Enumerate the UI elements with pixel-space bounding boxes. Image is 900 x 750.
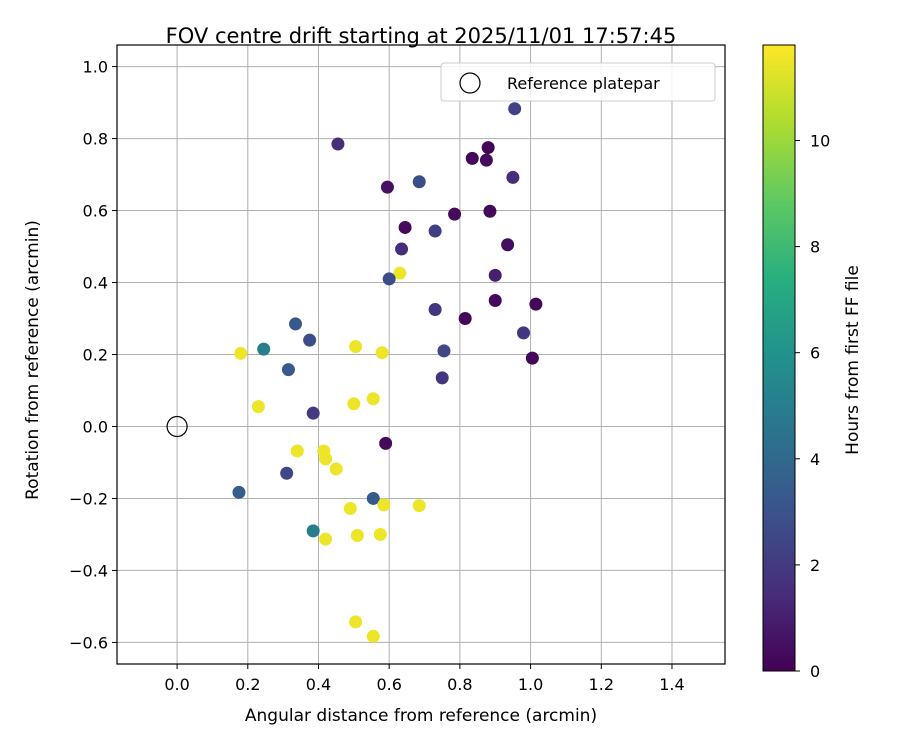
x-tick-label: 1.2 <box>589 675 614 694</box>
data-point <box>506 170 520 184</box>
x-tick-label: 1.0 <box>518 675 543 694</box>
data-point <box>448 207 462 221</box>
data-point <box>428 303 442 317</box>
x-axis-ticks: 0.0 0.2 0.4 0.6 0.8 1.0 1.2 1.4 <box>164 664 685 694</box>
y-tick-label: 0.4 <box>83 274 108 293</box>
data-point <box>350 529 364 543</box>
legend-box <box>440 62 716 102</box>
data-point <box>458 312 472 326</box>
data-point <box>517 326 531 340</box>
x-tick-label: 0.0 <box>164 675 189 694</box>
data-point <box>529 297 543 311</box>
data-point <box>281 363 295 377</box>
data-point <box>483 204 497 218</box>
y-tick-label: 0.2 <box>83 346 108 365</box>
data-point <box>488 294 502 308</box>
data-point <box>319 532 333 546</box>
chart-title: FOV centre drift starting at 2025/11/01 … <box>166 24 677 48</box>
data-point <box>349 615 363 629</box>
colorbar-tick-label: 4 <box>810 450 820 469</box>
colorbar-tick-label: 10 <box>810 131 830 150</box>
data-point <box>488 268 502 282</box>
data-point <box>412 499 426 513</box>
data-point <box>435 371 449 385</box>
colorbar-gradient <box>762 44 796 672</box>
data-point <box>508 102 522 116</box>
y-axis-label: Rotation from reference (arcmin) <box>23 220 43 500</box>
data-point <box>375 346 389 360</box>
data-point <box>437 344 451 358</box>
x-tick-label: 0.8 <box>447 675 472 694</box>
colorbar-label: Hours from first FF file <box>843 265 863 455</box>
data-point <box>366 629 380 643</box>
legend: Reference platepar <box>440 62 716 102</box>
data-point <box>303 333 317 347</box>
data-point <box>412 175 426 189</box>
data-point <box>366 491 380 505</box>
data-point <box>465 151 479 165</box>
data-point <box>331 137 345 151</box>
data-point <box>393 266 407 280</box>
data-point <box>398 220 412 234</box>
reference-point-marker <box>166 415 188 438</box>
x-tick-label: 1.4 <box>659 675 684 694</box>
x-tick-label: 0.2 <box>235 675 260 694</box>
y-axis-ticks: −0.6 −0.4 −0.2 0.0 0.2 0.4 0.6 0.8 1.0 <box>69 58 117 652</box>
data-point <box>306 406 320 420</box>
data-point <box>234 346 248 360</box>
data-point <box>525 351 539 365</box>
y-tick-label: −0.4 <box>69 561 108 580</box>
colorbar-ticks: 0 2 4 6 8 10 <box>795 131 830 681</box>
data-point <box>289 317 303 331</box>
data-point <box>479 153 493 167</box>
data-point <box>257 342 271 356</box>
data-point <box>349 340 363 354</box>
data-point <box>428 224 442 238</box>
data-point <box>373 527 387 541</box>
data-point <box>377 498 391 512</box>
grid <box>117 45 725 664</box>
x-tick-label: 0.4 <box>306 675 331 694</box>
data-point <box>343 502 357 516</box>
y-tick-label: −0.6 <box>69 633 108 652</box>
colorbar-tick-label: 2 <box>810 556 820 575</box>
data-point <box>319 452 333 466</box>
data-point <box>395 242 409 256</box>
colorbar-tick-label: 0 <box>810 662 820 681</box>
data-point <box>347 397 361 411</box>
y-tick-label: 0.6 <box>83 202 108 221</box>
x-axis-label: Angular distance from reference (arcmin) <box>245 706 597 726</box>
reference-marker <box>166 415 188 438</box>
colorbar: 0 2 4 6 8 10 Hours from first FF file <box>762 44 863 681</box>
data-point <box>382 272 396 286</box>
y-tick-label: 0.0 <box>83 417 108 436</box>
data-point <box>379 436 393 450</box>
data-point <box>501 238 515 252</box>
data-point <box>366 392 380 406</box>
data-points <box>232 102 543 643</box>
data-point <box>306 524 320 538</box>
data-point <box>232 485 246 499</box>
data-point <box>481 141 495 155</box>
data-point <box>280 466 294 480</box>
colorbar-tick-label: 6 <box>810 344 820 363</box>
x-tick-label: 0.6 <box>376 675 401 694</box>
colorbar-tick-label: 8 <box>810 238 820 257</box>
data-point <box>251 400 265 414</box>
y-tick-label: −0.2 <box>69 489 108 508</box>
data-point <box>290 444 304 458</box>
legend-open-circle-icon <box>459 72 481 94</box>
y-tick-label: 0.8 <box>83 130 108 149</box>
legend-label: Reference platepar <box>507 74 660 93</box>
data-point <box>329 462 343 476</box>
data-point <box>380 180 394 194</box>
y-tick-label: 1.0 <box>83 58 108 77</box>
